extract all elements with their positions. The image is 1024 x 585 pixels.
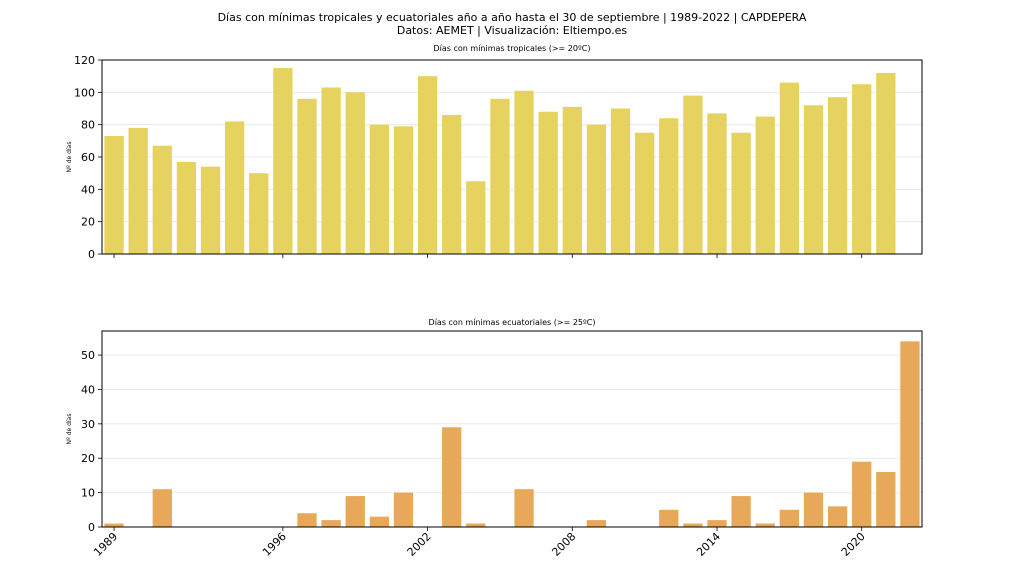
bar-2018 <box>803 105 824 255</box>
bar-1994 <box>225 121 245 254</box>
bar-2017 <box>779 509 799 527</box>
y-axis-label: Nº de días <box>66 142 73 173</box>
axes-frame <box>101 330 923 528</box>
x-tick-label: 2020 <box>839 530 868 559</box>
bar-2016 <box>755 523 775 527</box>
figure-subtitle: Datos: AEMET | Visualización: Eltiempo.e… <box>396 24 628 37</box>
bar-1993 <box>200 166 221 254</box>
bar-2000 <box>369 516 389 527</box>
y-tick-label: 40 <box>81 383 95 396</box>
y-tick-label: 0 <box>88 521 95 534</box>
bar-1998 <box>321 87 341 254</box>
bar-2009 <box>586 520 607 527</box>
y-tick-label: 80 <box>81 119 95 132</box>
bar-2009 <box>586 124 607 255</box>
bar-1992 <box>176 161 197 254</box>
bar-2005 <box>490 98 510 254</box>
y-axis-label: Nº de días <box>66 414 73 445</box>
bar-2015 <box>731 496 751 527</box>
bar-2021 <box>876 471 896 527</box>
bar-2021 <box>876 72 896 254</box>
bar-2020 <box>852 84 872 254</box>
y-tick-label: 50 <box>81 349 95 362</box>
bar-2016 <box>755 116 775 254</box>
bar-1998 <box>321 520 341 527</box>
bar-2020 <box>852 461 872 527</box>
bar-1989 <box>104 135 124 254</box>
bar-1999 <box>345 92 365 254</box>
bar-1989 <box>104 523 124 527</box>
y-tick-label: 20 <box>81 216 95 229</box>
bar-2010 <box>610 108 631 254</box>
bar-1997 <box>297 513 317 527</box>
bar-2015 <box>731 132 751 254</box>
bar-2022 <box>900 341 920 527</box>
y-tick-label: 10 <box>81 487 95 500</box>
bar-2004 <box>466 181 486 254</box>
x-tick-label: 2014 <box>694 530 723 559</box>
y-tick-label: 60 <box>81 151 95 164</box>
x-tick-label: 1996 <box>260 530 289 559</box>
bar-2012 <box>659 118 679 254</box>
bar-2017 <box>779 82 799 254</box>
bar-1990 <box>128 127 148 254</box>
bar-2014 <box>707 520 727 527</box>
bar-1995 <box>249 173 269 254</box>
bar-2013 <box>683 523 703 527</box>
panel-title: Días con mínimas tropicales (>= 20ºC) <box>434 44 591 53</box>
bar-2011 <box>635 132 655 254</box>
bar-2019 <box>827 97 848 254</box>
y-tick-label: 0 <box>88 248 95 261</box>
x-tick-label: 1989 <box>91 530 120 559</box>
bar-2019 <box>827 506 848 527</box>
x-tick-label: 2008 <box>549 530 578 559</box>
bar-2004 <box>466 523 486 527</box>
y-tick-label: 20 <box>81 452 95 465</box>
bar-1991 <box>152 145 172 254</box>
bar-1996 <box>273 68 293 254</box>
bar-2003 <box>442 114 462 254</box>
y-tick-label: 40 <box>81 183 95 196</box>
bar-2018 <box>803 492 824 527</box>
x-tick-label: 2002 <box>405 530 434 559</box>
bar-2006 <box>514 90 534 254</box>
y-tick-label: 120 <box>74 54 95 67</box>
bar-2012 <box>659 509 679 527</box>
bar-2007 <box>538 111 558 254</box>
bar-2001 <box>393 126 414 254</box>
bar-2002 <box>417 76 438 255</box>
panel-title: Días con mínimas ecuatoriales (>= 25ºC) <box>429 318 596 327</box>
bar-1997 <box>297 98 317 254</box>
bar-2003 <box>442 427 462 527</box>
bar-2001 <box>393 492 414 527</box>
bar-2008 <box>562 106 582 254</box>
figure-title: Días con mínimas tropicales y ecuatorial… <box>217 11 807 24</box>
bar-1999 <box>345 496 365 527</box>
bar-2014 <box>707 113 727 254</box>
bar-1991 <box>152 489 172 527</box>
y-tick-label: 100 <box>74 86 95 99</box>
bar-2013 <box>683 95 703 254</box>
bar-2006 <box>514 489 534 527</box>
y-tick-label: 30 <box>81 418 95 431</box>
bar-2000 <box>369 124 389 255</box>
